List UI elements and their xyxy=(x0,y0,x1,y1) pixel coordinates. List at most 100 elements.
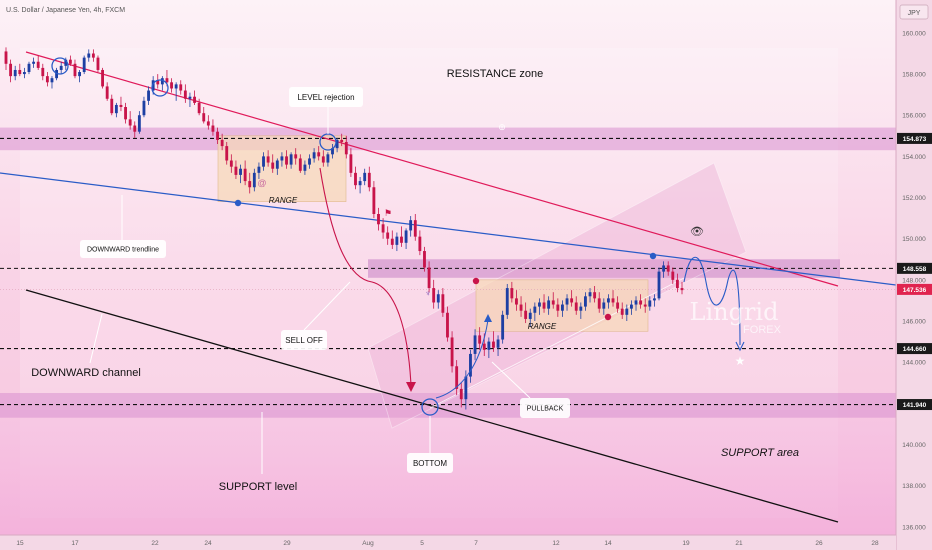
price-tick-label: 156.000 xyxy=(902,113,926,120)
candle-body xyxy=(561,304,564,311)
candle-body xyxy=(188,96,192,99)
chart-symbol-title: U.S. Dollar / Japanese Yen, 4h, FXCM xyxy=(6,7,125,14)
candle-body xyxy=(547,300,551,309)
candle-body xyxy=(427,267,431,289)
candles-group xyxy=(4,47,684,410)
price-tick-label: 140.000 xyxy=(902,442,926,449)
candle-body xyxy=(331,148,334,155)
candle-body xyxy=(193,96,196,103)
candle-body xyxy=(50,78,54,83)
candle-body xyxy=(519,304,523,311)
candle-body xyxy=(64,59,68,66)
candle-body xyxy=(482,343,486,350)
candle-body xyxy=(114,104,118,114)
candle-body xyxy=(358,181,362,186)
candle-body xyxy=(538,302,541,307)
time-tick-label: 19 xyxy=(682,540,690,547)
downward-channel-pointer xyxy=(89,313,103,364)
price-tick-label: 138.000 xyxy=(902,483,926,490)
time-tick-label: 28 xyxy=(871,540,879,547)
candle-body xyxy=(588,292,592,297)
candle-body xyxy=(257,166,261,173)
downward-trendline-label-box xyxy=(80,240,166,258)
candle-body xyxy=(501,314,505,340)
candle-body xyxy=(344,141,348,155)
pullback-label-box xyxy=(520,398,570,418)
time-tick-label: 5 xyxy=(420,540,424,547)
support-area-label: SUPPORT area xyxy=(721,447,799,459)
candle-body xyxy=(510,288,514,299)
eye-icon: 👁 xyxy=(690,226,704,238)
time-axis-panel xyxy=(0,535,896,550)
currency-button[interactable] xyxy=(899,4,929,20)
price-tick-label: 144.000 xyxy=(902,360,926,367)
candle-body xyxy=(137,115,141,132)
candle-body xyxy=(680,288,684,291)
pivot-dot xyxy=(472,277,480,285)
candle-body xyxy=(211,125,215,132)
candle-body xyxy=(377,214,380,225)
pivot-dot xyxy=(604,313,612,321)
candle-body xyxy=(372,187,376,214)
touch-circle xyxy=(51,57,69,75)
candle-body xyxy=(478,335,482,344)
price-tick-label: 150.000 xyxy=(902,236,926,243)
candle-body xyxy=(570,298,574,303)
downward-trendline xyxy=(0,172,897,286)
candle-body xyxy=(9,63,13,77)
candle-body xyxy=(634,300,638,305)
candle-body xyxy=(473,335,477,354)
candle-body xyxy=(597,298,601,309)
price-tick-label: 148.000 xyxy=(902,277,926,284)
candle-body xyxy=(675,279,679,289)
time-axis-ticks: 15 17 22 24 29 Aug 5 7 12 14 19 21 26 28 xyxy=(16,540,879,547)
candle-body xyxy=(528,312,532,319)
candle-body xyxy=(432,288,436,303)
time-tick-label: 26 xyxy=(815,540,823,547)
candle-body xyxy=(524,310,528,319)
bottom-label-box xyxy=(407,453,453,473)
candle-body xyxy=(119,104,123,107)
candle-body xyxy=(565,298,569,305)
candle-body xyxy=(418,236,422,252)
candle-body xyxy=(648,300,652,307)
candle-body xyxy=(606,298,610,303)
candle-body xyxy=(620,308,624,315)
candle-body xyxy=(395,236,399,245)
candle-body xyxy=(556,304,560,311)
candle-body xyxy=(128,119,132,126)
candle-body xyxy=(404,230,408,243)
candle-body xyxy=(197,102,201,114)
price-badge-label: 154.873 xyxy=(903,136,927,143)
candle-body xyxy=(579,306,583,311)
candle-body xyxy=(202,113,206,122)
candle-body xyxy=(446,312,449,338)
candle-body xyxy=(55,69,59,79)
candle-body xyxy=(639,300,643,305)
candle-body xyxy=(18,69,22,75)
projection-curve xyxy=(683,256,741,346)
time-tick-label: 21 xyxy=(735,540,743,547)
candle-body xyxy=(487,341,491,350)
touch-circle xyxy=(151,79,169,97)
price-badge-label: 144.660 xyxy=(903,346,927,353)
candle-body xyxy=(390,238,394,245)
candle-body xyxy=(625,308,629,315)
pullback-arrow-head xyxy=(484,314,492,322)
candle-body xyxy=(220,139,224,147)
candle-body xyxy=(386,232,390,239)
candle-body xyxy=(611,298,615,303)
price-tick-label: 160.000 xyxy=(902,30,926,37)
candle-body xyxy=(105,86,109,99)
candle-body xyxy=(73,63,77,77)
candle-body xyxy=(643,304,647,307)
candle-body xyxy=(156,80,160,85)
candle-body xyxy=(45,76,49,83)
pullback-curve xyxy=(435,319,489,399)
candle-body xyxy=(142,100,146,116)
candle-body xyxy=(492,341,495,348)
candle-body xyxy=(252,172,256,188)
candle-body xyxy=(234,166,238,175)
price-tick-label: 146.000 xyxy=(902,319,926,326)
